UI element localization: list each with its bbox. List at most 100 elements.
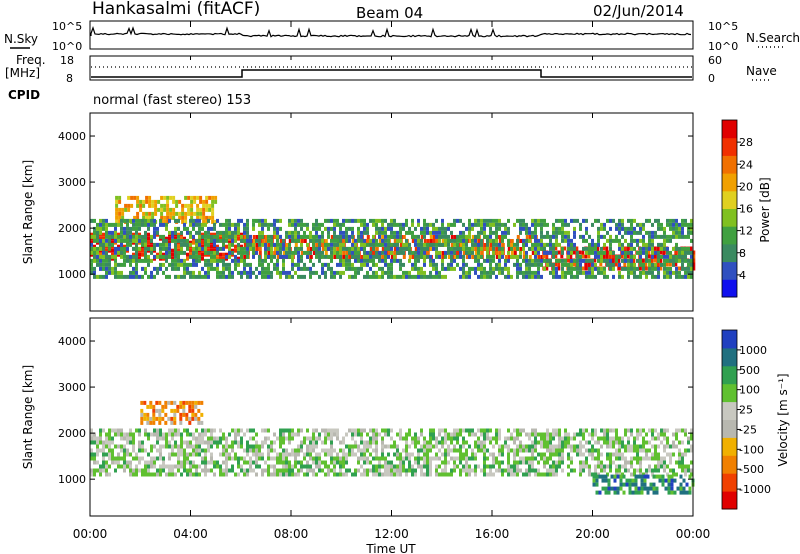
heatmap-cell xyxy=(432,226,435,231)
heatmap-cell xyxy=(516,235,520,239)
heatmap-cell xyxy=(450,238,453,243)
heatmap-cell xyxy=(234,452,237,457)
heatmap-cell xyxy=(585,226,588,231)
heatmap-cell xyxy=(465,270,468,275)
heatmap-cell xyxy=(456,456,459,461)
heatmap-cell xyxy=(270,258,273,263)
heatmap-cell xyxy=(603,270,606,275)
heatmap-cell xyxy=(165,236,168,241)
heatmap-cell xyxy=(411,274,414,279)
heatmap-cell xyxy=(153,460,156,465)
heatmap-cell xyxy=(363,246,366,251)
heatmap-cell xyxy=(150,460,153,465)
heatmap-cell xyxy=(669,460,672,465)
heatmap-cell xyxy=(600,258,603,263)
heatmap-cell xyxy=(160,215,164,220)
heatmap-cell xyxy=(267,274,270,279)
heatmap-cell xyxy=(648,230,651,235)
heatmap-cell xyxy=(111,252,114,257)
heatmap-cell xyxy=(163,219,167,224)
heatmap-cell xyxy=(554,246,558,251)
heatmap-cell xyxy=(492,230,495,235)
heatmap-cell xyxy=(447,234,450,239)
heatmap-cell xyxy=(297,222,300,227)
heatmap-cell xyxy=(495,456,498,461)
heatmap-cell xyxy=(537,238,540,243)
heatmap-cell xyxy=(584,254,588,259)
heatmap-cell xyxy=(675,460,678,465)
heatmap-cell xyxy=(114,226,117,231)
heatmap-cell xyxy=(369,242,372,247)
heatmap-cell xyxy=(602,246,606,251)
heatmap-cell xyxy=(243,432,246,437)
heatmap-cell xyxy=(231,258,234,263)
heatmap-cell xyxy=(468,218,471,223)
heatmap-cell xyxy=(169,207,173,212)
heatmap-cell xyxy=(390,258,393,263)
heatmap-cell xyxy=(570,444,573,449)
heatmap-cell xyxy=(552,448,555,453)
heatmap-cell xyxy=(102,226,105,231)
heatmap-cell xyxy=(456,440,459,445)
heatmap-cell xyxy=(690,258,693,263)
heatmap-cell xyxy=(144,218,147,223)
heatmap-cell xyxy=(441,239,445,243)
heatmap-cell xyxy=(489,274,492,279)
heatmap-cell xyxy=(357,246,360,251)
heatmap-cell xyxy=(681,230,684,235)
heatmap-cell xyxy=(414,250,417,255)
heatmap-cell xyxy=(90,240,93,245)
heatmap-cell xyxy=(306,452,309,457)
heatmap-cell xyxy=(666,222,669,227)
heatmap-cell xyxy=(135,274,138,279)
heatmap-cell xyxy=(324,448,327,453)
heatmap-cell xyxy=(267,243,271,247)
heatmap-cell xyxy=(156,428,159,433)
heatmap-cell xyxy=(144,468,147,473)
heatmap-cell xyxy=(177,218,180,223)
heatmap-cell xyxy=(182,400,186,405)
heatmap-cell xyxy=(372,432,375,437)
heatmap-cell xyxy=(390,250,393,255)
heatmap-cell xyxy=(330,456,333,461)
heatmap-cell xyxy=(639,274,642,279)
heatmap-cell xyxy=(444,234,447,239)
heatmap-cell xyxy=(444,456,447,461)
heatmap-cell xyxy=(534,270,537,275)
heatmap-cell xyxy=(339,270,342,275)
heatmap-cell xyxy=(207,242,210,247)
heatmap-cell xyxy=(216,444,219,449)
heatmap-cell xyxy=(360,246,363,251)
heatmap-cell xyxy=(510,246,513,251)
heatmap-cell xyxy=(372,472,375,477)
heatmap-cell xyxy=(240,440,243,445)
heatmap-cell xyxy=(297,254,300,259)
heatmap-cell xyxy=(606,432,609,437)
heatmap-cell xyxy=(282,238,285,243)
heatmap-cell xyxy=(201,274,204,279)
heatmap-cell xyxy=(279,456,282,461)
heatmap-cell xyxy=(669,226,672,231)
heatmap-cell xyxy=(435,230,438,235)
heatmap-cell xyxy=(390,444,393,449)
heatmap-cell xyxy=(117,246,120,251)
heatmap-cell xyxy=(240,234,243,239)
heatmap-cell xyxy=(288,440,291,445)
heatmap-cell xyxy=(591,242,594,247)
heatmap-cell xyxy=(636,274,639,279)
heatmap-cell xyxy=(222,274,225,279)
heatmap-cell xyxy=(438,448,441,453)
heatmap-cell xyxy=(588,452,591,457)
heatmap-cell xyxy=(366,460,369,465)
heatmap-cell xyxy=(324,218,327,223)
heatmap-cell xyxy=(158,416,162,421)
heatmap-cell xyxy=(228,254,231,259)
heatmap-cell xyxy=(120,238,123,243)
heatmap-cell xyxy=(246,440,249,445)
heatmap-cell xyxy=(105,270,108,275)
heatmap-cell xyxy=(165,444,168,449)
heatmap-cell xyxy=(339,242,342,247)
heatmap-cell xyxy=(390,242,393,247)
heatmap-cell xyxy=(633,270,636,275)
